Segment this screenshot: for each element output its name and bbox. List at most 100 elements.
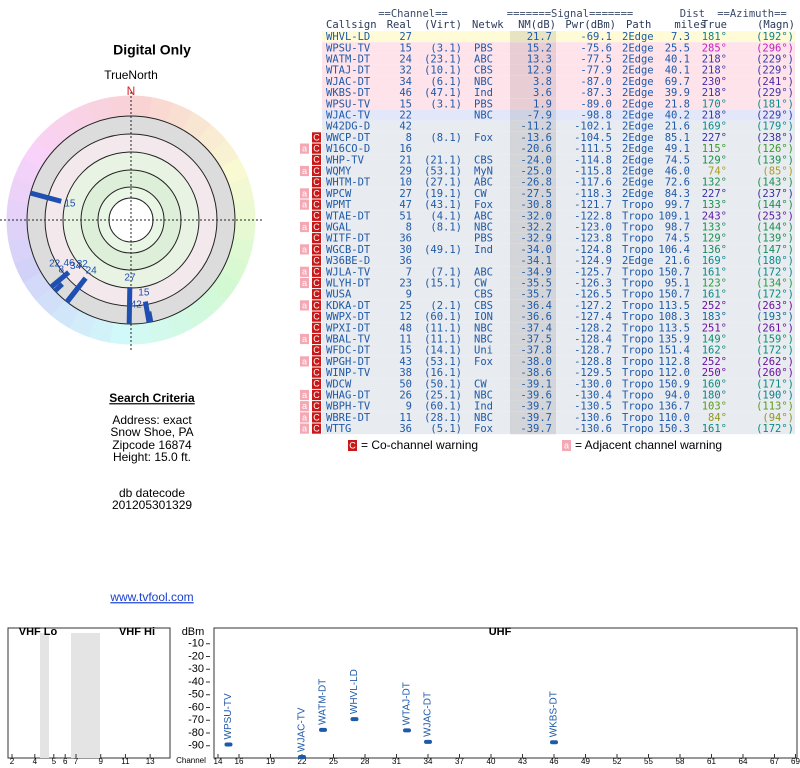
x-tick-label: 25 <box>329 757 338 766</box>
cell-true: 161° <box>702 289 727 301</box>
cell-path: Tropo <box>622 334 654 346</box>
row-background <box>322 400 795 412</box>
station-label: WTAJ-DT <box>402 682 413 725</box>
warning-letter: a <box>302 278 307 288</box>
warning-letter: C <box>313 367 320 377</box>
cell-true: 84° <box>708 412 727 424</box>
cell-nm: -39.7 <box>520 401 552 413</box>
cell-path: 2Edge <box>622 166 654 178</box>
cell-netwk: Ind <box>474 87 493 99</box>
row-background <box>322 277 795 289</box>
cell-dist: 74.5 <box>665 233 690 245</box>
cell-magn: (263°) <box>756 300 794 312</box>
column-shade <box>510 288 556 300</box>
cell-nm: -32.9 <box>520 233 552 245</box>
warning-icon <box>312 221 321 233</box>
x-tick-label: 67 <box>770 757 779 766</box>
cell-dist: 150.7 <box>658 266 690 278</box>
warning-icon <box>312 356 321 367</box>
warning-letter: a <box>302 244 307 254</box>
cell-dist: 113.5 <box>658 322 690 334</box>
cell-pwr: -121.7 <box>574 199 612 211</box>
cell-nm: -39.1 <box>520 378 552 390</box>
cell-path: Tropo <box>622 345 654 357</box>
cell-real: 21 <box>399 154 412 166</box>
row-background <box>322 42 795 54</box>
cell-magn: (94°) <box>762 412 794 424</box>
warning-icon <box>300 199 309 210</box>
cell-path: Tropo <box>622 233 654 245</box>
row-background <box>322 266 795 278</box>
cell-nm: -34.9 <box>520 266 552 278</box>
row-background <box>322 75 795 87</box>
cell-dist: 135.9 <box>658 334 690 346</box>
cell-path: Tropo <box>622 244 654 256</box>
row-background <box>322 120 795 132</box>
cell-path: Tropo <box>622 289 654 301</box>
warning-letter: C <box>313 311 320 321</box>
column-shade <box>510 355 556 367</box>
station-bearing <box>29 190 62 204</box>
warning-letter: C <box>313 188 320 198</box>
legend-text: = Adjacent channel warning <box>575 438 722 452</box>
cell-nm: 12.9 <box>527 65 552 77</box>
warning-letter: a <box>302 199 307 209</box>
cell-magn: (238°) <box>756 132 794 144</box>
legend-icon-letter: a <box>564 440 569 450</box>
cell-callsign: WBPH-TV <box>326 401 371 413</box>
cell-magn: (180°) <box>756 255 794 267</box>
cell-dist: 151.4 <box>658 345 690 357</box>
cell-path: Tropo <box>622 356 654 368</box>
cell-dist: 98.7 <box>665 222 690 234</box>
cell-nm: -30.8 <box>520 199 552 211</box>
cell-callsign: WHAG-DT <box>326 390 371 402</box>
cell-path: 2Edge <box>622 121 654 133</box>
cell-dist: 150.9 <box>658 378 690 390</box>
cell-path: 2Edge <box>622 177 654 189</box>
column-shade <box>510 277 556 289</box>
cell-pwr: -102.1 <box>574 121 612 133</box>
cell-path: Tropo <box>622 390 654 402</box>
cell-netwk: CBS <box>474 289 493 301</box>
cell-pwr: -123.8 <box>574 233 612 245</box>
cell-real: 23 <box>399 278 412 290</box>
x-tick-label: 46 <box>550 757 559 766</box>
site-link[interactable]: www.tvfool.com <box>109 590 193 604</box>
cell-netwk: Ind <box>474 401 493 413</box>
cell-virt: (15.1) <box>424 278 462 290</box>
cell-real: 50 <box>399 378 412 390</box>
cell-true: 218° <box>702 87 727 99</box>
cell-netwk: NBC <box>474 390 493 402</box>
cell-virt: (10.1) <box>424 65 462 77</box>
warning-letter: a <box>302 412 307 422</box>
cell-path: Tropo <box>622 210 654 222</box>
x-tick-label: 28 <box>361 757 370 766</box>
column-shade <box>510 42 556 54</box>
cell-virt: (53.1) <box>424 356 462 368</box>
cell-nm: -13.6 <box>520 132 552 144</box>
warning-icon <box>300 333 309 345</box>
cell-virt: (5.1) <box>430 423 462 435</box>
cell-dist: 46.0 <box>665 166 690 178</box>
cell-callsign: WITF-DT <box>326 233 371 245</box>
cell-magn: (139°) <box>756 154 794 166</box>
cell-nm: -37.4 <box>520 322 552 334</box>
cell-virt: (50.1) <box>424 378 462 390</box>
cell-callsign: WBAL-TV <box>326 334 371 346</box>
cell-dist: 95.1 <box>665 278 690 290</box>
cell-true: 161° <box>702 266 727 278</box>
cell-true: 162° <box>702 345 727 357</box>
cell-magn: (171°) <box>756 378 794 390</box>
warning-icon <box>300 277 309 289</box>
cell-pwr: -129.5 <box>574 367 612 379</box>
cell-netwk: CW <box>474 378 487 390</box>
warning-icon <box>312 244 321 255</box>
warning-icon <box>312 255 321 266</box>
cell-pwr: -69.1 <box>580 31 612 43</box>
warning-letter: a <box>302 423 307 433</box>
cell-true: 218° <box>702 54 727 66</box>
column-header: Pwr(dBm) <box>565 19 616 31</box>
warning-icon <box>300 165 309 177</box>
cell-magn: (143°) <box>756 177 794 189</box>
cell-real: 22 <box>399 110 412 122</box>
